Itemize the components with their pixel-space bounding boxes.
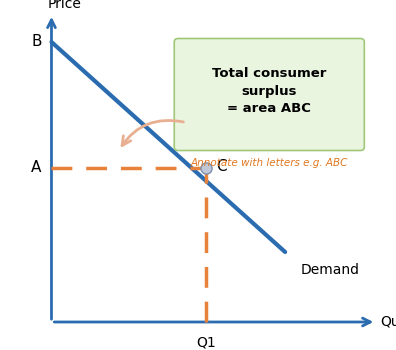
Text: Price: Price [48, 0, 82, 10]
Text: Demand: Demand [301, 262, 360, 276]
FancyArrowPatch shape [122, 120, 183, 146]
Text: Annotate with letters e.g. ABC: Annotate with letters e.g. ABC [190, 158, 348, 168]
Text: A: A [31, 161, 42, 175]
Text: Total consumer
surplus
= area ABC: Total consumer surplus = area ABC [212, 67, 326, 115]
Text: Q1: Q1 [196, 336, 216, 350]
Text: C: C [216, 159, 227, 174]
Text: B: B [31, 35, 42, 49]
FancyBboxPatch shape [174, 38, 364, 150]
Text: Quantity: Quantity [380, 315, 396, 329]
